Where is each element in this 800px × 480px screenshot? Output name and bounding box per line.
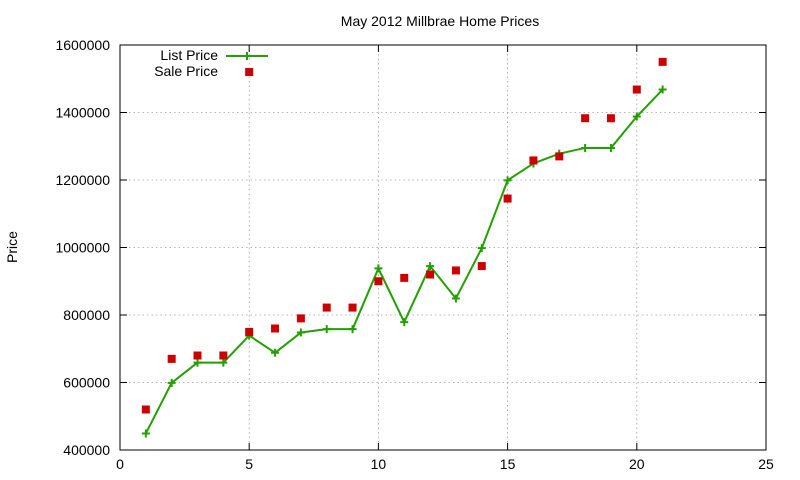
sale-price-point [245,68,254,76]
sale-price-point [658,57,667,66]
list-price-line [144,88,664,434]
list-price-point [426,262,435,271]
x-tick-label: 25 [758,456,774,472]
sale-price-point [374,277,383,286]
y-tick-label: 1600000 [55,37,110,53]
list-price-point [581,143,590,152]
sale-price-point [167,354,176,363]
sale-price-point [193,351,202,360]
list-price-point [400,318,409,327]
sale-price-point [426,270,435,279]
list-price-point [632,112,641,121]
x-tick-label: 0 [116,456,124,472]
list-price-point [374,264,383,273]
sale-price-point [219,351,228,360]
y-tick-label: 600000 [63,375,110,391]
sale-price-point [296,314,305,323]
list-price-point [348,325,357,334]
list-price-point [296,328,305,337]
legend-label-list-price: List Price [160,47,218,63]
grid-lines [120,45,766,450]
x-tick-label: 15 [500,456,516,472]
y-tick-label: 800000 [63,307,110,323]
x-tick-label: 5 [245,456,253,472]
list-price-point [141,429,150,438]
list-price-point [219,358,228,367]
y-tick-label: 1000000 [55,240,110,256]
y-tick-label: 1400000 [55,105,110,121]
y-tick-label: 400000 [63,442,110,458]
list-price-point [477,244,486,253]
sale-price-point [245,327,254,336]
sale-price-point [348,303,357,312]
legend-label-sale-price: Sale Price [154,63,218,79]
sale-price-point [271,324,280,333]
sale-price-point [477,262,486,271]
list-price-point [658,85,667,94]
plot-series [141,57,667,438]
sale-price-point [581,114,590,123]
sale-price-point [503,194,512,203]
legend-marker-list-price [243,52,251,60]
axes: 0 5 10 15 20 25 400000 600000 800000 1000000 12000… [55,37,774,472]
sale-price-point [141,405,150,414]
list-price-point [322,325,331,334]
list-price-point [167,378,176,387]
list-price-point [271,348,280,357]
y-tick-label: 1200000 [55,172,110,188]
x-tick-label: 10 [371,456,387,472]
sale-price-point [400,273,409,282]
sale-price-point [322,303,331,312]
chart-title: May 2012 Millbrae Home Prices [341,13,539,29]
y-axis-label: Price [4,231,20,263]
list-price-point [606,143,615,152]
sale-price-point [632,85,641,94]
sale-price-point [606,114,615,123]
list-price-point [503,176,512,185]
sale-price-point [451,266,460,275]
sale-price-point [555,152,564,161]
list-price-point [193,358,202,367]
sale-price-point [529,156,538,165]
list-price-point [451,294,460,303]
x-tick-label: 20 [629,456,645,472]
